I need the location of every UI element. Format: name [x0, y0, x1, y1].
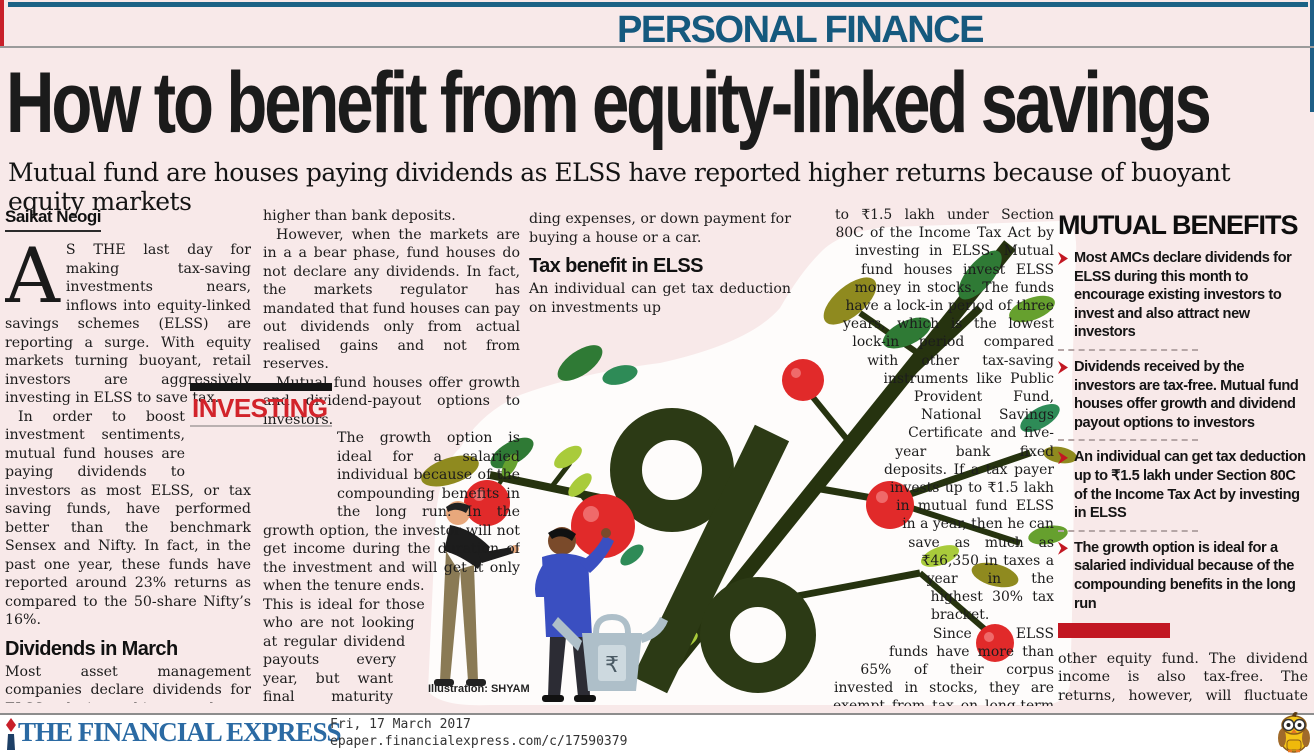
apple [782, 359, 824, 401]
bullet-arrow-icon [1058, 360, 1068, 374]
leaves [421, 250, 1077, 652]
rupee-symbol: ₹ [605, 653, 619, 678]
paragraph-text: S THE last day for making tax-saving inv… [5, 242, 251, 406]
kicker-top-bar [190, 383, 332, 391]
owl-mascot-icon [1278, 712, 1310, 753]
footer-divider [0, 713, 1314, 715]
dropcap: A [5, 241, 60, 320]
pointing-man [434, 501, 519, 686]
investing-kicker: INVESTING [190, 383, 332, 427]
apple [464, 480, 510, 526]
header-divider [0, 46, 1314, 48]
subhead-dividends-in-march: Dividends in March [5, 637, 178, 660]
top-rule [8, 2, 1308, 7]
sidebar-end-bar [1058, 623, 1170, 639]
mutual-benefits-box: MUTUAL BENEFITS Most AMCs declare divide… [1058, 210, 1308, 707]
text-wrap-spacer [263, 429, 337, 505]
body-paragraph: However, when the markets are in a a bea… [263, 226, 520, 373]
body-paragraph: The growth option is ideal for a salarie… [263, 430, 520, 594]
byline: Saikat Neogi [5, 207, 102, 232]
subhead-tax-benefit: Tax benefit in ELSS [529, 255, 703, 277]
bullet-arrow-icon [1058, 451, 1068, 465]
illustration-credit: Illustration: SHYAM [428, 683, 530, 695]
dashed-divider [1058, 439, 1198, 442]
body-paragraph: other equity fund. The dividend income i… [1058, 651, 1308, 707]
subtitle: Mutual fund are houses paying dividends … [8, 158, 1231, 216]
bullet-text: The growth option is ideal for a salarie… [1074, 539, 1296, 612]
sidebar-bullet: An individual can get tax deduction up t… [1058, 448, 1308, 522]
apple [571, 494, 635, 558]
bullet-text: Most AMCs declare dividends for ELSS dur… [1074, 250, 1292, 341]
kicker-label: INVESTING [190, 391, 332, 427]
sidebar-bullet: The growth option is ideal for a salarie… [1058, 539, 1308, 613]
percent-sign [610, 408, 816, 694]
column-3: ding expenses, or down payment for buyin… [529, 210, 791, 340]
left-edge-strip [0, 0, 4, 46]
body-paragraph: In order to boost investment sentiments,… [5, 408, 251, 629]
bullet-arrow-icon [1058, 252, 1068, 265]
elss-plant-illustration: ₹ [421, 221, 1077, 706]
apples [464, 359, 1014, 662]
column-2: higher than bank deposits. However, when… [263, 207, 520, 707]
body-paragraph: Most asset management companies declare … [5, 663, 251, 704]
dashed-divider [1058, 529, 1198, 532]
body-paragraph: higher than bank deposits. [263, 208, 456, 224]
fe-logo-icon [6, 718, 16, 750]
section-label: PERSONAL FINANCE [617, 9, 984, 51]
body-paragraph: This is ideal for those who are not look… [263, 596, 425, 706]
right-edge-strip [1310, 0, 1314, 112]
body-paragraph: ding expenses, or down payment for buyin… [529, 211, 791, 246]
watering-can-icon: ₹ [552, 613, 668, 691]
body-paragraph: An individual can get tax deduction on i… [529, 281, 791, 316]
footer [0, 715, 1314, 754]
bullet-text: Dividends received by the investors are … [1074, 358, 1299, 431]
clipping-url[interactable]: epaper.financialexpress.com/c/17590379 [330, 734, 628, 749]
sidebar-bullet: Dividends received by the investors are … [1058, 358, 1308, 432]
sidebar-title: MUTUAL BENEFITS [1058, 210, 1299, 240]
body-paragraph: to ₹1.5 lakh under Section 80C of the In… [835, 207, 1054, 624]
investor-figures [434, 501, 614, 702]
column-4: to ₹1.5 lakh under Section 80C of the In… [833, 206, 1054, 706]
sidebar-bullet: Most AMCs declare dividends for ELSS dur… [1058, 249, 1308, 342]
apple [866, 481, 914, 529]
body-paragraph: Mutual fund houses offer growth and divi… [263, 374, 520, 428]
clipping-meta: Fri, 17 March 2017 epaper.financialexpre… [330, 716, 627, 750]
bullet-text: An individual can get tax deduction up t… [1074, 449, 1306, 522]
clipping-date: Fri, 17 March 2017 [330, 717, 471, 732]
body-paragraph: Since ELSS funds have more than 65% of t… [833, 625, 1054, 706]
bullet-arrow-icon [1058, 541, 1068, 555]
apple [976, 624, 1014, 662]
picking-man [535, 527, 614, 702]
headline: How to benefit from equity-linked saving… [6, 55, 1212, 151]
brand-logo: THE FINANCIAL EXPRESS [18, 717, 342, 747]
dashed-divider [1058, 348, 1198, 351]
